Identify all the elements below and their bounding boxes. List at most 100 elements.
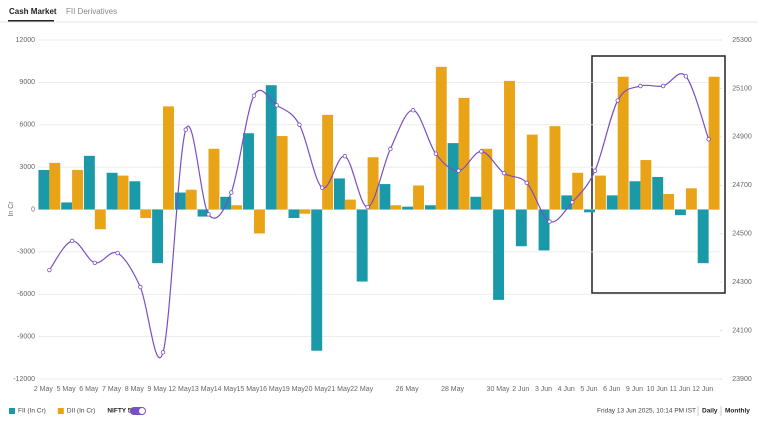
bar [185, 189, 197, 210]
bar [367, 157, 379, 210]
point [570, 200, 575, 205]
point [706, 137, 711, 142]
x-tick-label: 14 May [214, 386, 237, 393]
bar [94, 209, 106, 230]
bar [447, 143, 459, 210]
point [501, 170, 507, 176]
y2-tick-label: 24900 [732, 134, 752, 141]
point [183, 127, 188, 132]
point [433, 151, 439, 157]
x-tick-label: 12 May [168, 386, 191, 393]
point [47, 267, 52, 273]
bar [174, 192, 186, 210]
bar [584, 209, 595, 213]
y-tick-label: -9000 [17, 333, 35, 340]
y-tick-label: 3000 [19, 164, 35, 171]
bar [49, 162, 61, 210]
bar [561, 195, 573, 210]
bar [208, 148, 220, 210]
legend-swatch [9, 408, 15, 414]
x-tick-label: 10 Jun [647, 386, 668, 393]
x-tick-label: 6 May [79, 386, 99, 393]
x-tick-label: 13 May [191, 386, 214, 393]
point [229, 190, 234, 195]
bar [243, 133, 254, 210]
bar [38, 169, 50, 210]
x-tick-label: 30 May [487, 386, 510, 393]
bar [708, 76, 720, 210]
point [251, 93, 257, 98]
bar [515, 209, 527, 247]
bar [572, 172, 584, 210]
bar [663, 193, 675, 210]
x-tick-label: 6 Jun [603, 386, 620, 393]
x-tick-label: 7 May [102, 386, 122, 393]
tab[interactable]: FII Derivatives [66, 7, 117, 16]
x-tick-label: 5 Jun [580, 386, 597, 393]
x-tick-label: 11 Jun [670, 386, 691, 393]
point [388, 146, 393, 152]
y-tick-label: -3000 [17, 249, 35, 256]
x-tick-label: 8 May [125, 386, 145, 393]
point [274, 103, 279, 108]
option[interactable]: Daily [702, 408, 718, 415]
bar [231, 205, 243, 210]
y-tick-label: 9000 [19, 79, 35, 86]
x-tick-label: 4 Jun [558, 386, 575, 393]
bar [629, 181, 641, 210]
bar [322, 114, 334, 210]
x-tick-label: 2 Jun [512, 386, 529, 393]
y-tick-label: -6000 [17, 291, 35, 298]
bar [538, 209, 550, 251]
x-tick-label: 19 May [282, 386, 305, 393]
point [456, 168, 461, 173]
x-tick-label: 26 May [396, 386, 419, 393]
bar [197, 209, 209, 217]
legend-label: DII (In Cr) [67, 408, 96, 415]
bar [356, 209, 368, 282]
y-tick-label: 12000 [16, 37, 36, 44]
bar [413, 185, 425, 210]
point [592, 168, 598, 173]
y2-tick-label: 24100 [732, 327, 752, 334]
x-tick-label: 28 May [441, 386, 464, 393]
tab-underline [8, 20, 54, 22]
legend-swatch [57, 408, 64, 414]
bar [333, 178, 345, 210]
point [410, 108, 416, 113]
bar [549, 126, 561, 210]
bar [493, 209, 505, 300]
bar [402, 206, 414, 210]
point [638, 83, 643, 89]
option[interactable]: Monthly [725, 408, 750, 415]
point [206, 212, 211, 217]
x-tick-label: 5 May [57, 386, 77, 393]
timestamp: Friday 13 Jun 2025, 10:14 PM IST [597, 408, 696, 415]
bar [424, 205, 436, 210]
bar [163, 106, 174, 210]
bar [106, 172, 118, 210]
y-tick-label: 0 [31, 206, 35, 213]
point [683, 74, 689, 79]
bar [481, 148, 493, 210]
x-tick-label: 16 May [259, 386, 282, 393]
y-tick-label: 6000 [19, 122, 35, 129]
x-tick-label: 9 May [148, 386, 168, 393]
bar [253, 209, 265, 234]
bar [617, 76, 629, 210]
y2-tick-label: 24300 [732, 279, 752, 286]
x-tick-label: 12 Jun [692, 386, 713, 393]
bar [470, 196, 482, 210]
tab[interactable]: Cash Market [9, 7, 57, 16]
bar [606, 195, 618, 210]
bar [288, 209, 300, 218]
bar [526, 134, 538, 210]
bar [61, 202, 73, 210]
point [365, 204, 370, 210]
bar [299, 209, 311, 214]
point [297, 122, 302, 127]
bar [697, 209, 709, 264]
bar [72, 169, 84, 210]
point [524, 180, 529, 186]
